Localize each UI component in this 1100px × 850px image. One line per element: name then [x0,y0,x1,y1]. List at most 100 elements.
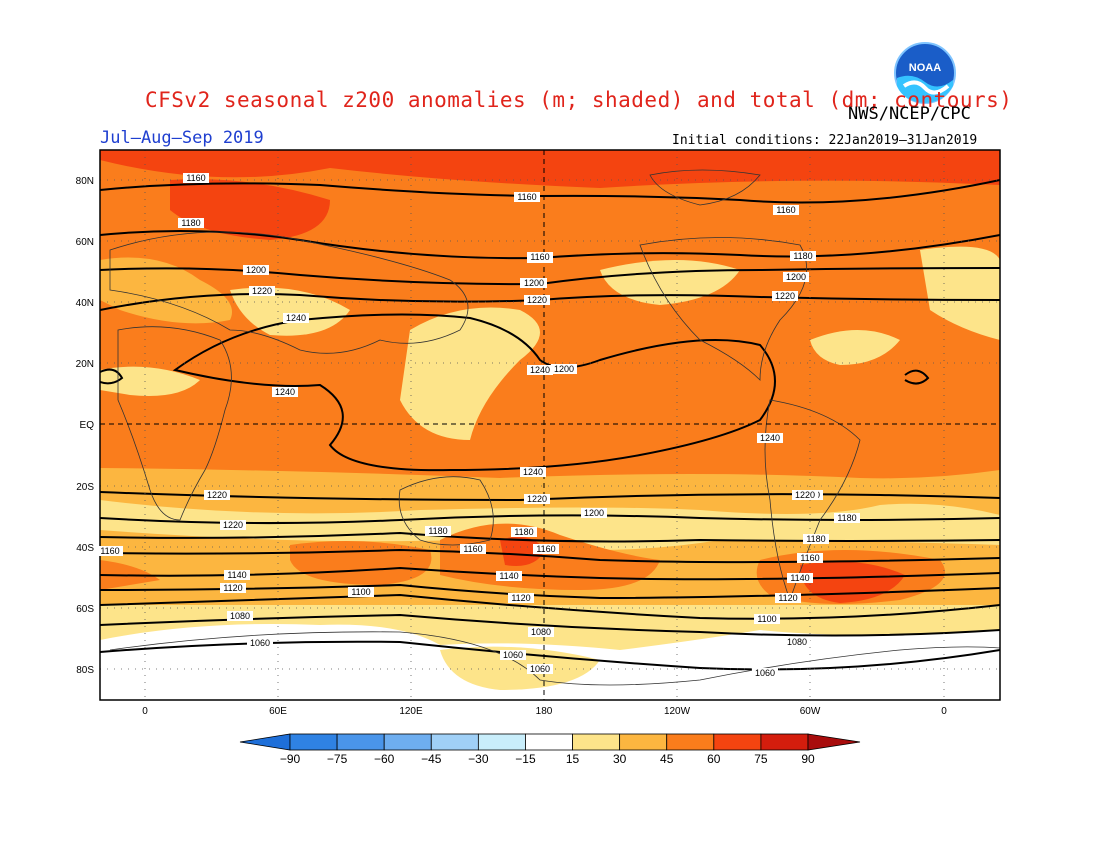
colorbar-swatch [713,733,762,751]
contour-label-bg [500,650,526,660]
anomaly-arctic-peak [170,179,330,240]
contour-label: 1220 [775,291,795,301]
lat-label-eq: EQ [80,420,95,431]
colorbar-tick-label: −90 [280,752,301,766]
colorbar-tick-label: 75 [754,752,768,766]
noaa-logo-text: NOAA [909,62,941,74]
contour-label: 1200 [554,364,574,374]
contour-label-bg [348,587,374,597]
contour-1240-asia [172,313,776,472]
contour-label-bg [773,205,799,215]
contour-label: 1220 [207,490,227,500]
lon-label-0-east: 0 [941,706,947,717]
contour-label-bg [784,637,810,647]
contour-label: 1240 [760,433,780,443]
contour-label: 1080 [787,637,807,647]
contour-label: 1120 [778,593,797,603]
contour-label: 1240 [275,387,295,397]
map-frame [99,149,1001,701]
contour-label: 1080 [531,627,551,637]
colorbar-swatch [477,733,526,751]
coast-greenland [649,169,761,206]
contour-label: 1220 [527,295,547,305]
anomaly-gulf [810,330,900,365]
colorbar-tick-label: −30 [468,752,489,766]
coast-antarctica [109,631,1000,686]
contour-label-bg [757,433,783,443]
initial-conditions: Initial conditions: 22Jan2019–31Jan2019 [672,133,978,148]
colorbar-swatch [619,733,668,751]
contour-label: 1180 [181,218,200,228]
contour-label: 1160 [530,252,549,262]
colorbar-swatch [336,733,385,751]
colorbar-swatch [289,733,338,751]
colorbar-tick-label: 30 [613,752,627,766]
contour-1100-south [100,593,1000,620]
contour-1180-south [100,531,1000,543]
lat-label-20s: 20S [76,482,94,493]
contour-label-bg [97,546,123,556]
contour-label-bg [514,192,540,202]
contour-label-bg [227,611,253,621]
colorbar-tick-label: −75 [327,752,348,766]
contour-label: 1240 [523,467,543,477]
lat-label-60n: 60N [76,237,94,248]
contour-label-bg [178,218,204,228]
contour-label: 1100 [757,614,776,624]
coast-australia [398,476,494,546]
colorbar-tick-label: 15 [566,752,580,766]
contour-label: 1160 [463,544,482,554]
contour-label: 1140 [227,570,246,580]
contour-label-bg [524,295,550,305]
contour-label-bg [508,593,534,603]
colorbar-tick-label: −15 [515,752,536,766]
contour-1240-atlantic [904,369,930,385]
contour-label: 1240 [286,313,306,323]
lon-label-120e: 120E [399,706,423,717]
colorbar-swatch [572,733,621,751]
lon-label-60w: 60W [800,706,821,717]
contour-label-bg [783,272,809,282]
contour-label-bg [511,527,537,537]
lon-label-60e: 60E [269,706,287,717]
contour-label: 1220 [223,520,243,530]
colorbar: −90 −75 −60 −45 −30 −15 15 30 45 60 75 90 [239,733,861,766]
anomaly-europe [100,257,232,324]
contour-label: 1160 [776,205,795,215]
lat-label-20n: 20N [76,359,94,370]
lat-label-80s: 80S [76,665,94,676]
contour-label-bg [834,513,860,523]
contour-label: 1160 [517,192,536,202]
contour-label-bg [752,668,778,678]
colorbar-min-arrow [239,733,291,751]
contour-label-bg [204,490,230,500]
contour-label: 1140 [790,573,809,583]
contour-label-bg [425,526,451,536]
contour-label-bg [224,570,250,580]
colorbar-swatch [383,733,432,751]
lat-label-40n: 40N [76,298,94,309]
contour-label-bg [775,593,801,603]
agency-label: NWS/NCEP/CPC [848,104,971,124]
coast-africa [117,326,232,521]
contour-label: 1180 [514,527,533,537]
anomaly-asia-pale [230,287,350,336]
contour-label: 1160 [536,544,555,554]
colorbar-tick-label: −60 [374,752,395,766]
contour-label: 1100 [351,587,370,597]
contour-label-bg [581,508,607,518]
contour-label: 1140 [499,571,518,581]
contour-label-bg [220,520,246,530]
anomaly-south-pale [100,500,1000,550]
contour-label: 1120 [511,593,530,603]
contour-label: 1180 [428,526,447,536]
coast-north-america [639,237,807,381]
colorbar-swatch [666,733,715,751]
contour-label: 1180 [793,251,812,261]
contour-label: 1120 [223,583,242,593]
contour-label-bg [272,387,298,397]
noaa-logo: NOAA [894,42,956,104]
contour-label: 1060 [503,650,523,660]
forecast-period: Jul–Aug–Sep 2019 [100,128,264,148]
